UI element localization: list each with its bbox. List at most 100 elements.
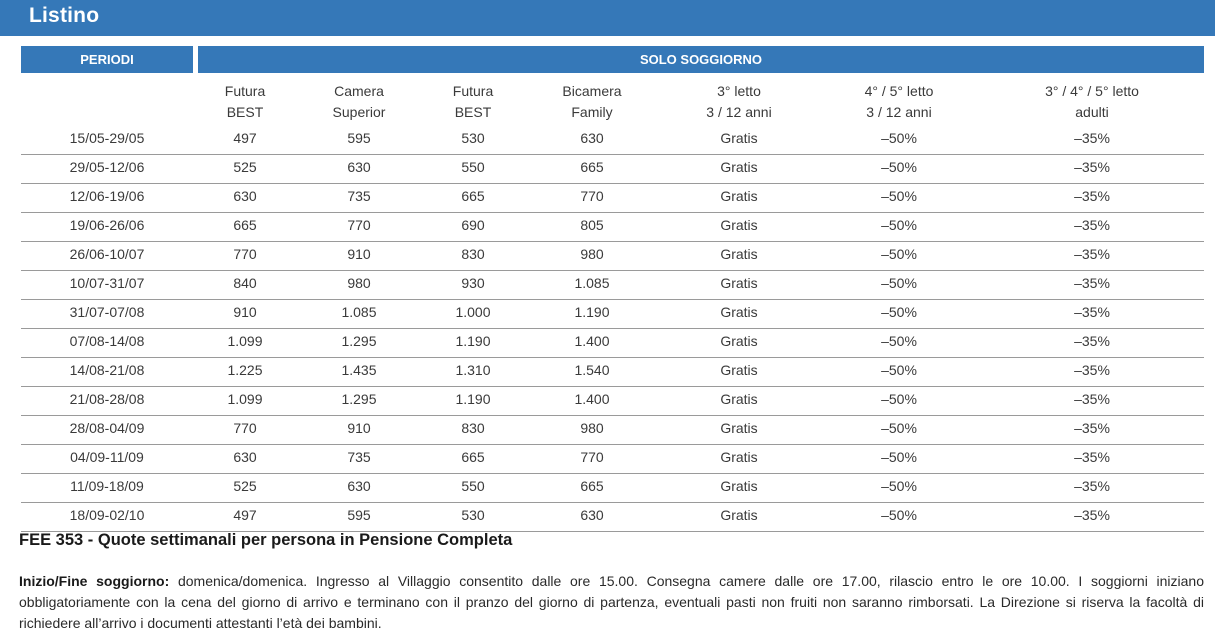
column-header-line2: 3 / 12 anni (866, 104, 932, 120)
price-cell: 980 (580, 246, 604, 262)
price-cell: –35% (1074, 362, 1110, 378)
price-cell: –50% (881, 246, 917, 262)
table-row: 29/05-12/06 525 630 550 665 Gratis –50% –35% (21, 154, 1204, 184)
price-cell: –35% (1074, 391, 1110, 407)
price-cell: 630 (580, 507, 604, 523)
stay-notes-label: Inizio/Fine soggiorno: (19, 573, 170, 589)
period-cell: 31/07-07/08 (69, 304, 145, 320)
price-cell: –50% (881, 217, 917, 233)
column-header-line1: 3° / 4° / 5° letto (1045, 83, 1139, 99)
price-cell: Gratis (720, 188, 758, 204)
price-cell: 1.099 (227, 333, 263, 349)
price-cell: –50% (881, 507, 917, 523)
column-header: 3° letto 3 / 12 anni (654, 81, 824, 123)
price-cell: 1.099 (227, 391, 263, 407)
price-cell: –50% (881, 478, 917, 494)
price-cell: Gratis (720, 217, 758, 233)
price-cell: 530 (461, 507, 485, 523)
price-cell: 910 (347, 420, 371, 436)
table-row: 21/08-28/08 1.099 1.295 1.190 1.400 Gratis –50… (21, 386, 1204, 416)
price-cell: –50% (881, 362, 917, 378)
price-cell: 630 (233, 188, 257, 204)
stay-notes-text: domenica/domenica. Ingresso al Villaggio… (19, 573, 1204, 631)
price-cell: 497 (233, 130, 257, 146)
column-header-line1: Bicamera (562, 83, 622, 99)
price-cell: 1.085 (574, 275, 610, 291)
table-row: 19/06-26/06 665 770 690 805 Gratis –50% –35% (21, 212, 1204, 242)
price-cell: 525 (233, 478, 257, 494)
stay-notes: Inizio/Fine soggiorno: domenica/domenica… (19, 571, 1204, 634)
period-cell: 14/08-21/08 (69, 362, 145, 378)
price-cell: 735 (347, 188, 371, 204)
price-cell: 830 (461, 420, 485, 436)
period-cell: 28/08-04/09 (69, 420, 145, 436)
price-cell: 630 (233, 449, 257, 465)
price-cell: 735 (347, 449, 371, 465)
column-header: Camera Superior (274, 81, 444, 123)
column-header: 4° / 5° letto 3 / 12 anni (814, 81, 984, 123)
price-cell: –50% (881, 275, 917, 291)
price-cell: 665 (580, 159, 604, 175)
price-cell: 1.435 (341, 362, 377, 378)
price-cell: 910 (347, 246, 371, 262)
column-header-line2: BEST (226, 104, 264, 120)
price-cell: Gratis (720, 130, 758, 146)
page-title: Listino (29, 4, 100, 27)
price-cell: 770 (347, 217, 371, 233)
periods-header: PERIODI (21, 46, 193, 73)
price-cell: –35% (1074, 275, 1110, 291)
price-cell: Gratis (720, 246, 758, 262)
price-cell: 805 (580, 217, 604, 233)
price-cell: 770 (580, 188, 604, 204)
price-cell: –35% (1074, 217, 1110, 233)
column-header: Futura BEST (388, 81, 558, 123)
price-cell: Gratis (720, 449, 758, 465)
price-cell: 1.295 (341, 391, 377, 407)
column-header-line2: adulti (1075, 104, 1109, 120)
column-header: 3° / 4° / 5° letto adulti (1007, 81, 1177, 123)
price-cell: 690 (461, 217, 485, 233)
price-cell: 1.190 (455, 333, 491, 349)
price-cell: 1.400 (574, 333, 610, 349)
price-cell: –35% (1074, 130, 1110, 146)
price-cell: 1.400 (574, 391, 610, 407)
price-cell: 497 (233, 507, 257, 523)
price-cell: –50% (881, 159, 917, 175)
price-cell: 1.190 (574, 304, 610, 320)
column-header: Bicamera Family (507, 81, 677, 123)
price-cell: 980 (580, 420, 604, 436)
table-row: 28/08-04/09 770 910 830 980 Gratis –50% –35% (21, 415, 1204, 445)
stay-only-header: SOLO SOGGIORNO (198, 46, 1204, 73)
price-cell: 595 (347, 507, 371, 523)
price-cell: 665 (580, 478, 604, 494)
column-header-line1: 3° letto (717, 83, 761, 99)
table-row: 31/07-07/08 910 1.085 1.000 1.190 Gratis –50% –… (21, 299, 1204, 329)
column-header-line1: Futura (224, 83, 266, 99)
price-cell: 830 (461, 246, 485, 262)
price-cell: 770 (233, 246, 257, 262)
column-header: Futura BEST (160, 81, 330, 123)
price-cell: 665 (461, 449, 485, 465)
price-cell: Gratis (720, 391, 758, 407)
price-cell: –35% (1074, 507, 1110, 523)
price-cell: 770 (233, 420, 257, 436)
period-cell: 19/06-26/06 (69, 217, 145, 233)
period-cell: 11/09-18/09 (70, 478, 144, 494)
price-cell: 1.295 (341, 333, 377, 349)
table-row: 18/09-02/10 497 595 530 630 Gratis –50% –35% (21, 502, 1204, 532)
table-row: 15/05-29/05 497 595 530 630 Gratis –50% –35% (21, 125, 1204, 155)
period-cell: 18/09-02/10 (69, 507, 145, 523)
price-cell: –50% (881, 188, 917, 204)
price-cell: –50% (881, 333, 917, 349)
column-header-line2: BEST (454, 104, 492, 120)
price-cell: 1.000 (455, 304, 491, 320)
price-cell: 550 (461, 159, 485, 175)
price-cell: 530 (461, 130, 485, 146)
price-cell: 1.085 (341, 304, 377, 320)
price-cell: Gratis (720, 362, 758, 378)
period-cell: 07/08-14/08 (69, 333, 145, 349)
period-cell: 29/05-12/06 (69, 159, 145, 175)
price-cell: –50% (881, 304, 917, 320)
price-cell: –35% (1074, 188, 1110, 204)
price-cell: 630 (347, 159, 371, 175)
